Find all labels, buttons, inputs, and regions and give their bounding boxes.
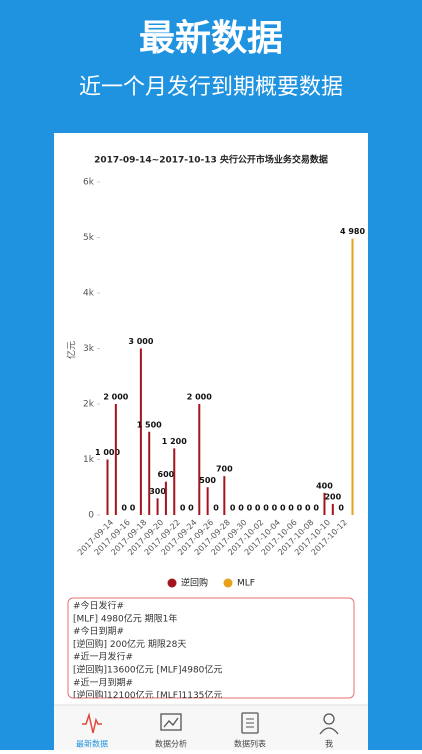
bar xyxy=(164,481,167,515)
bar xyxy=(156,498,159,515)
data-label: 0 xyxy=(188,504,194,513)
bar xyxy=(331,503,334,515)
tab-icon-list[interactable] xyxy=(241,712,259,734)
data-label: 300 xyxy=(149,487,166,496)
info-text: #今日发行#[MLF] 4980亿元 期限1年#今日到期#[逆回购] 200亿元… xyxy=(73,600,222,701)
data-label: 0 xyxy=(272,504,278,513)
data-label: 0 xyxy=(238,504,244,513)
bar xyxy=(198,404,201,515)
info-line: [MLF] 4980亿元 期限1年 xyxy=(73,612,177,624)
data-label: 4 980 xyxy=(340,227,365,236)
data-label: 0 xyxy=(213,504,219,513)
tab-bar xyxy=(54,705,368,750)
data-label: 1 500 xyxy=(137,420,162,429)
data-label: 0 xyxy=(180,504,186,513)
bar xyxy=(206,487,209,515)
tab-icon-me-body xyxy=(319,727,339,735)
info-line: [逆回购]12100亿元 [MLF]1135亿元 xyxy=(73,689,222,701)
bar xyxy=(351,238,354,516)
data-label: 0 xyxy=(121,504,127,513)
data-label: 0 xyxy=(288,504,294,513)
data-label: 0 xyxy=(297,504,303,513)
info-box xyxy=(67,597,355,699)
data-label: 0 xyxy=(338,504,344,513)
info-line: #今日发行# xyxy=(73,600,124,612)
bar xyxy=(148,431,151,515)
headline: 最新数据 xyxy=(139,18,283,59)
data-label: 0 xyxy=(305,504,311,513)
y-tick-label: 5k xyxy=(83,233,95,243)
subheadline: 近一个月发行到期概要数据 xyxy=(79,75,343,100)
data-label: 0 xyxy=(247,504,253,513)
tab-icon-analysis-line xyxy=(163,717,179,728)
tab-icon-latest[interactable] xyxy=(82,712,102,734)
bar xyxy=(223,476,226,515)
y-tick-label: 0 xyxy=(88,511,94,521)
chart-title: 2017-09-14~2017-10-13 央行公开市场业务交易数据 xyxy=(94,154,328,166)
bar xyxy=(173,448,176,515)
info-line: [逆回购]13600亿元 [MLF]4980亿元 xyxy=(73,664,222,676)
legend-swatch xyxy=(223,578,233,588)
data-label: 0 xyxy=(130,504,136,513)
tab-label[interactable]: 最新数据 xyxy=(76,739,108,749)
data-label: 3 000 xyxy=(128,337,153,346)
info-line: #近一月到期# xyxy=(73,676,133,688)
y-tick-label: 1k xyxy=(83,455,95,465)
y-tick-label: 2k xyxy=(83,400,95,410)
bar xyxy=(114,404,117,515)
data-label: 0 xyxy=(230,504,236,513)
tab-icon-me[interactable] xyxy=(323,713,335,725)
data-label: 0 xyxy=(313,504,319,513)
bar xyxy=(106,459,109,515)
data-label: 0 xyxy=(280,504,286,513)
y-tick-label: 6k xyxy=(83,178,95,188)
data-label: 400 xyxy=(316,481,333,490)
data-label: 700 xyxy=(216,465,233,474)
tab-label[interactable]: 我 xyxy=(325,739,333,749)
data-label: 2 000 xyxy=(187,393,212,402)
data-label: 1 000 xyxy=(95,448,120,457)
info-line: [逆回购] 200亿元 期限28天 xyxy=(73,638,186,650)
tab-icon-analysis[interactable] xyxy=(160,713,182,731)
data-label: 0 xyxy=(255,504,261,513)
legend-label: 逆回购 xyxy=(181,577,208,589)
y-axis-label: 亿元 xyxy=(66,341,78,359)
y-tick-label: 4k xyxy=(83,289,95,299)
y-tick-label: 3k xyxy=(83,344,95,354)
legend-swatch xyxy=(167,578,177,588)
info-line: #今日到期# xyxy=(73,625,124,637)
data-label: 200 xyxy=(324,492,341,501)
data-label: 2 000 xyxy=(103,393,128,402)
tab-label[interactable]: 数据列表 xyxy=(234,739,266,749)
data-label: 0 xyxy=(263,504,269,513)
data-label: 600 xyxy=(158,470,175,479)
bar xyxy=(323,492,326,515)
data-label: 500 xyxy=(199,476,216,485)
info-line: #近一月发行# xyxy=(73,651,133,663)
data-label: 1 200 xyxy=(162,437,187,446)
bar xyxy=(139,348,142,515)
legend-label: MLF xyxy=(237,579,255,589)
tab-label[interactable]: 数据分析 xyxy=(155,739,187,749)
